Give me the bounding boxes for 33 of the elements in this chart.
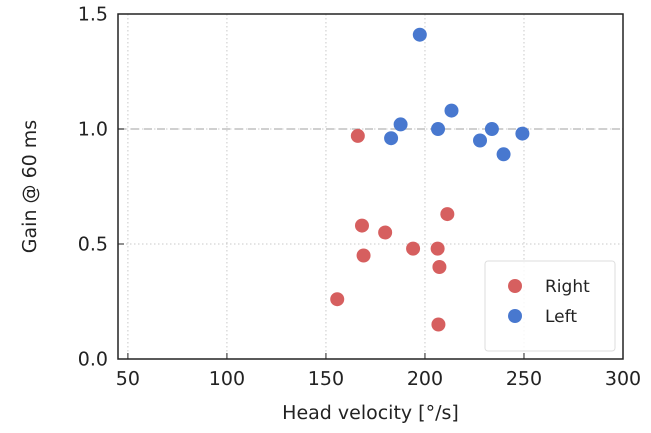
point: [350, 128, 365, 143]
point: [496, 147, 511, 162]
point: [378, 226, 392, 240]
point: [412, 28, 427, 42]
x-axis-title: Head velocity [°/s]: [282, 402, 459, 424]
point: [384, 131, 398, 146]
point: [515, 126, 530, 141]
y-tick-label: 0.0: [78, 348, 108, 371]
point: [473, 134, 488, 148]
point: [406, 242, 420, 256]
point: [431, 122, 446, 136]
x-tick-label: 50: [116, 368, 140, 390]
point: [484, 122, 499, 136]
x-tick-label: 200: [406, 368, 444, 390]
point: [432, 260, 446, 274]
x-tick-label: 100: [208, 368, 246, 390]
point: [356, 248, 371, 262]
y-tick-label: 0.5: [78, 234, 108, 256]
y-tick-label: 1.5: [78, 4, 108, 26]
point: [431, 318, 446, 332]
x-tick-label: 150: [308, 368, 344, 390]
point: [444, 104, 458, 118]
point: [354, 218, 369, 233]
x-tick-label: 300: [604, 368, 642, 390]
legend-label: Left: [545, 306, 578, 327]
x-tick-label: 250: [506, 368, 542, 390]
point: [394, 117, 408, 132]
y-tick-label: 1.0: [78, 118, 108, 141]
y-axis-title: Gain @ 60 ms: [19, 120, 41, 254]
point: [330, 292, 344, 306]
legend-label: Right: [545, 276, 590, 297]
point: [440, 207, 454, 222]
point: [430, 242, 445, 256]
